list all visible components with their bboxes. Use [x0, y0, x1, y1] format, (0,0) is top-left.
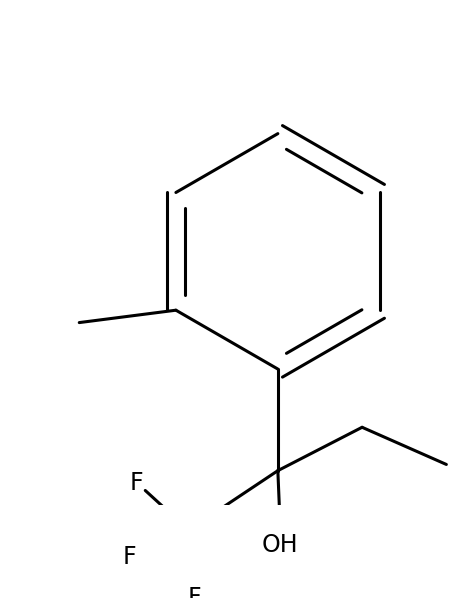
Text: OH: OH [262, 533, 298, 557]
Text: F: F [122, 545, 136, 569]
Text: F: F [130, 471, 143, 495]
Text: F: F [188, 586, 201, 598]
